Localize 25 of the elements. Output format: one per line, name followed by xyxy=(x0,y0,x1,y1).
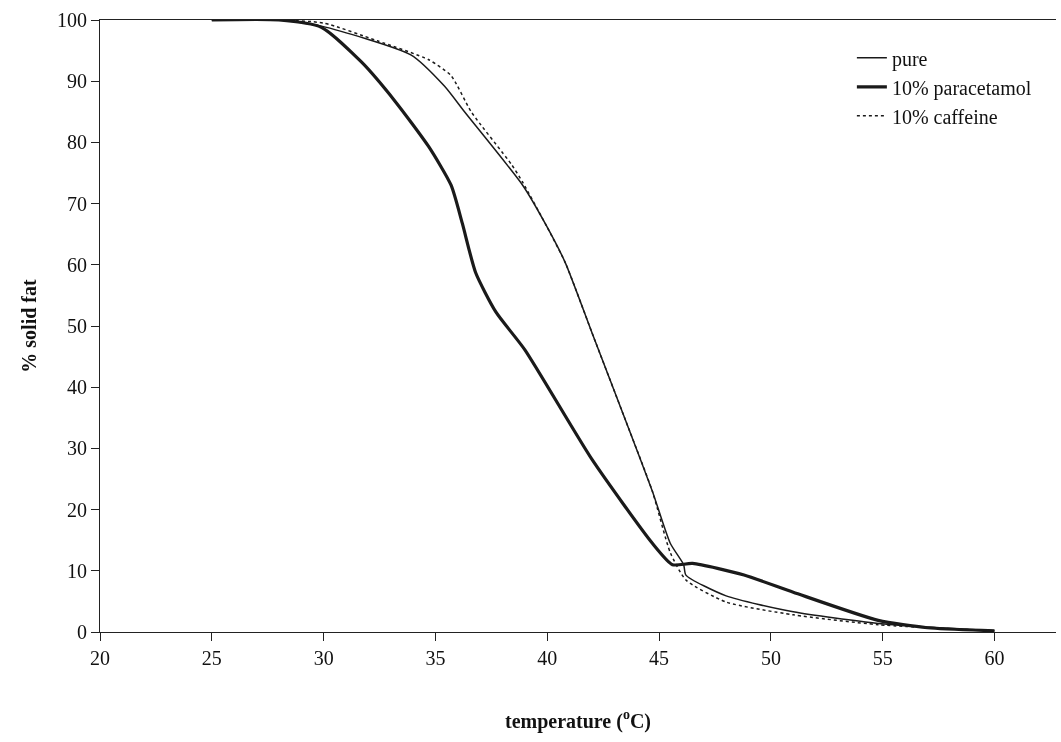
x-tick-label: 35 xyxy=(425,647,446,669)
y-tick-label: 60 xyxy=(67,253,87,276)
x-tick-label: 30 xyxy=(313,647,334,669)
x-tick-label: 45 xyxy=(649,647,670,669)
x-tick-label: 55 xyxy=(872,647,893,669)
legend-label: pure xyxy=(891,47,928,71)
y-tick-label: 10 xyxy=(67,559,87,582)
x-tick-label: 40 xyxy=(537,647,558,669)
x-tick-label: 20 xyxy=(90,647,110,669)
y-tick-label: 30 xyxy=(67,437,87,460)
y-tick-label: 40 xyxy=(67,376,87,399)
y-axis-title: % solid fat xyxy=(17,278,40,373)
legend-label: 10% paracetamol xyxy=(891,76,1032,100)
y-tick-label: 100 xyxy=(57,9,87,31)
legend-label: 10% caffeine xyxy=(891,105,998,128)
y-tick-label: 80 xyxy=(67,131,87,154)
x-tick-label: 60 xyxy=(984,647,1005,669)
y-tick-label: 0 xyxy=(77,621,87,643)
y-tick-label: 70 xyxy=(67,192,87,215)
x-tick-label: 50 xyxy=(760,647,781,669)
y-tick-label: 20 xyxy=(67,498,87,521)
y-tick-label: 50 xyxy=(67,315,87,337)
y-tick-label: 90 xyxy=(67,70,87,93)
x-axis-title: temperature ($^{o}$C) xyxy=(504,707,652,733)
x-tick-label: 25 xyxy=(201,647,222,669)
